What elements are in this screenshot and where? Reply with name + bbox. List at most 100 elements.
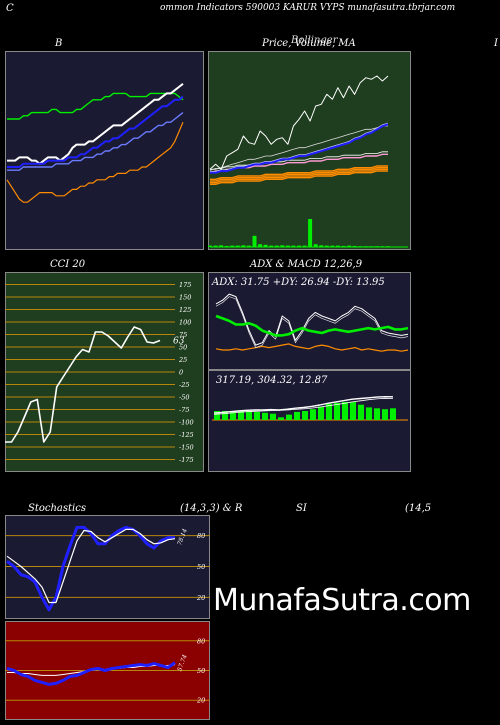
cci-tick-label: 25 — [178, 356, 187, 364]
stoch-tick-label: 50 — [197, 563, 205, 571]
cci-tick-label: 100 — [179, 319, 191, 327]
macd-histogram-bar — [270, 413, 276, 420]
header-letter: C — [6, 3, 14, 14]
macd-histogram-bar — [294, 411, 300, 420]
adx-values-label: ADX: 31.75 +DY: 26.94 -DY: 13.95 — [212, 277, 385, 288]
macd-histogram-bar — [310, 409, 316, 420]
macd-histogram-bar — [246, 411, 252, 420]
volume-bar — [213, 245, 218, 247]
volume-bar — [235, 245, 240, 247]
cci-line — [5, 326, 161, 443]
adx-macd-panel-title: ADX & MACD 12,26,9 — [250, 259, 363, 270]
volume-bar — [308, 219, 313, 247]
volume-bar — [285, 245, 290, 247]
stoch-tick-label: 20 — [196, 594, 205, 602]
b-panel — [5, 51, 204, 250]
stoch-tick-label: 80 — [197, 532, 205, 540]
macd-histogram-bar — [350, 402, 356, 420]
volume-bar — [319, 245, 324, 247]
cci-tick-label: -50 — [179, 394, 189, 402]
ma-blue-line — [210, 123, 389, 174]
b-series-2 — [7, 95, 184, 168]
volume-bar — [313, 244, 318, 247]
volume-bar — [274, 245, 279, 247]
volume-bar — [341, 245, 346, 247]
ma-grey-line — [210, 125, 388, 170]
cci-panel: 175 150 125 100 75 50 25 0 -25 -50 -75 -100 -125 -150… — [5, 272, 204, 472]
macd-histogram-bar — [286, 414, 292, 420]
watermark: MunafaSutra.com — [213, 583, 471, 618]
stoch-title-si: SI — [296, 503, 307, 514]
macd-histogram-bar — [302, 411, 308, 420]
cci-tick-label: 50 — [179, 344, 187, 352]
b-series-3 — [7, 112, 184, 171]
volume-bar — [224, 245, 229, 247]
macd-histogram-bar — [358, 404, 364, 420]
cci-tick-label: -75 — [179, 406, 189, 414]
rsi-panel: 80 50 20 57.74 — [5, 621, 210, 720]
cci-value-label: 63 — [173, 337, 185, 347]
volume-bar — [297, 245, 301, 247]
volume-bar — [324, 245, 329, 247]
stoch-title-mid: (14,3,3) & R — [180, 503, 243, 514]
cci-tick-label: 175 — [179, 281, 191, 289]
macd-line — [213, 396, 394, 414]
b-series-0 — [7, 92, 184, 120]
macd-histogram-bar — [238, 411, 244, 420]
macd-histogram-bar — [278, 417, 284, 420]
header-title: ommon Indicators 590003 KARUR VYPS munaf… — [160, 3, 456, 13]
volume-bar — [330, 245, 335, 247]
cci-tick-label: 0 — [179, 369, 183, 377]
macd-histogram-bar — [334, 402, 340, 420]
macd-histogram-bar — [342, 402, 348, 420]
macd-histogram-bar — [326, 403, 332, 420]
ma-white-line — [209, 151, 388, 171]
ma-band-orange-0 — [210, 165, 388, 181]
rsi-tick-label: 50 — [197, 667, 205, 675]
cci-tick-label: -175 — [179, 456, 194, 464]
rsi-line — [6, 661, 176, 686]
macd-histogram-bar — [382, 409, 388, 420]
stoch-title-right: (14,5 — [405, 503, 432, 514]
volume-bar — [219, 245, 224, 247]
price-chart — [208, 51, 411, 250]
cci-tick-label: -125 — [179, 431, 194, 439]
b-series-4 — [6, 121, 184, 203]
volume-bar — [302, 245, 307, 247]
cci-tick-label: -100 — [179, 419, 194, 427]
adx-line — [215, 314, 409, 337]
volume-bar — [291, 245, 296, 247]
volume-bar — [263, 244, 268, 247]
adx-chart — [208, 272, 411, 370]
stoch-d-line — [6, 528, 176, 604]
volume-bar — [230, 245, 235, 247]
cci-tick-label: -150 — [179, 444, 194, 452]
b-panel-title: B — [55, 38, 63, 49]
macd-histogram-bar — [214, 411, 220, 420]
ma-band-orange-3 — [210, 170, 388, 186]
macd-signal-line — [213, 397, 394, 415]
volume-bar — [246, 245, 251, 247]
ma-blue-highlight — [210, 122, 389, 172]
macd-panel — [208, 370, 411, 472]
b-chart — [5, 51, 204, 250]
cci-tick-label: 75 — [179, 331, 187, 339]
cci-tick-label: 150 — [179, 294, 191, 302]
macd-chart — [208, 370, 411, 472]
ma-band-orange-1 — [210, 166, 388, 182]
volume-bar — [280, 245, 285, 247]
price-line — [209, 75, 389, 170]
volume-bar — [258, 244, 263, 247]
volume-bar — [241, 245, 246, 247]
rsi-tick-label: 80 — [197, 637, 205, 645]
macd-histogram-bar — [230, 411, 236, 420]
volume-bar — [347, 245, 352, 247]
cci-tick-label: 125 — [179, 306, 191, 314]
macd-histogram-bar — [222, 411, 228, 420]
volume-bar — [335, 245, 340, 247]
macd-histogram-bar — [366, 407, 372, 420]
adx-panel — [208, 272, 411, 370]
stoch-k-line — [6, 525, 175, 612]
stoch-title-left: Stochastics — [28, 503, 86, 514]
minus-dy-line — [215, 343, 409, 352]
